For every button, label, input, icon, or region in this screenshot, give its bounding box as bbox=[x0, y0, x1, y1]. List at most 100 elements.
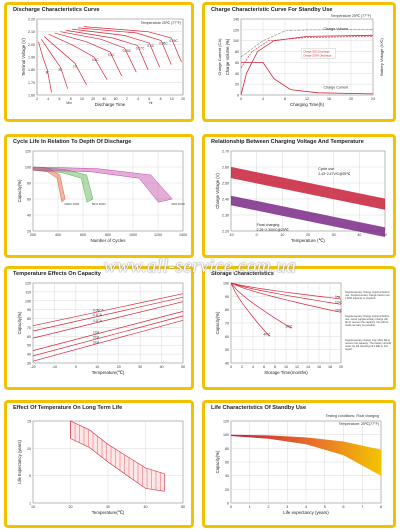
x-tick-label: 8 bbox=[274, 365, 276, 369]
panel-title: Charge Characteristic Curve For Standby … bbox=[211, 7, 333, 13]
x-tick-label: 50 bbox=[181, 505, 185, 509]
x-tick-label: 50 bbox=[181, 365, 185, 369]
y-tick-label: 100 bbox=[25, 166, 31, 170]
x-tick-label: 6 bbox=[343, 505, 345, 509]
x-tick-label: 10 bbox=[284, 365, 288, 369]
y-tick-label: 15 bbox=[27, 420, 31, 424]
series-line bbox=[32, 319, 184, 362]
y-tick-label: 20 bbox=[235, 83, 239, 87]
y-axis-label-right: Battery Voltage (V/C) bbox=[379, 38, 384, 76]
x-axis-label: Temperature(℃) bbox=[92, 370, 125, 375]
y-tick-label: 30 bbox=[27, 362, 31, 366]
x-tick-label: 5 bbox=[324, 505, 326, 509]
y-tick-label: 60 bbox=[27, 335, 31, 339]
x-tick-label: 6 bbox=[59, 97, 61, 101]
y-tick-label: 20 bbox=[225, 488, 229, 492]
panel-cycle-life: Cycle Life In Relation To Depth Of Disch… bbox=[4, 134, 194, 258]
series-label: 0.1C bbox=[147, 44, 154, 48]
series-label: 100% DOD bbox=[64, 202, 80, 206]
x-unit-label: Hr bbox=[149, 101, 153, 105]
x-tick-label: 18 bbox=[328, 365, 332, 369]
y-axis-label: Charge Volume (%) bbox=[225, 38, 230, 75]
x-tick-label: 0 bbox=[240, 97, 242, 101]
y-axis-label-2: Charge Current (CA) bbox=[217, 38, 222, 76]
panel-title: Effect Of Temperature On Long Term Life bbox=[13, 405, 123, 411]
series-label: 1C bbox=[73, 64, 78, 68]
series-line bbox=[230, 282, 342, 300]
series-line bbox=[83, 26, 182, 63]
y-tick-label: 60 bbox=[235, 61, 239, 65]
y-tick-label: 1.90 bbox=[28, 56, 35, 60]
y-tick-label: 60 bbox=[225, 335, 229, 339]
storage-note: Supplementary charge may often fail to r… bbox=[345, 339, 391, 351]
series-label: 0.1CA bbox=[93, 313, 103, 317]
panel-discharge-characteristics: Discharge Characteristics Curve 2.20 2.10… bbox=[4, 2, 194, 122]
charging-voltage-chart: 2.702.602.502.402.302.20-1001020304050Te… bbox=[215, 150, 387, 244]
x-tick-label: 3 bbox=[286, 505, 288, 509]
y-tick-label: 1.80 bbox=[28, 68, 35, 72]
y-tick-label: 100 bbox=[233, 39, 239, 43]
y-tick-label: 120 bbox=[25, 282, 31, 286]
x-tick-label: 4 bbox=[305, 505, 307, 509]
x-tick-label: 20 bbox=[69, 505, 73, 509]
series-line bbox=[32, 293, 184, 327]
y-tick-label: 60 bbox=[225, 461, 229, 465]
series-label: 2C bbox=[58, 68, 63, 72]
series-line bbox=[54, 32, 123, 77]
x-tick-label: 200 bbox=[30, 233, 36, 237]
series-label: 10℃ bbox=[335, 300, 343, 304]
x-tick-label: 0 bbox=[256, 233, 258, 237]
voltage-band bbox=[231, 166, 385, 210]
series-line bbox=[60, 31, 137, 73]
panel-title: Discharge Characteristics Curve bbox=[13, 7, 100, 13]
y-tick-label: 110 bbox=[25, 290, 31, 294]
series-line bbox=[38, 41, 52, 93]
x-axis-label: Discharge Time bbox=[95, 102, 126, 107]
series-label: 0.05CA bbox=[93, 308, 105, 312]
x-tick-label: 8 bbox=[380, 505, 382, 509]
x-unit-label: Min bbox=[66, 101, 72, 105]
panel-standby-life: Life Characteristics Of Standby Use 120 1… bbox=[202, 400, 396, 528]
x-tick-label: 20 bbox=[349, 97, 353, 101]
series-label: 20℃ bbox=[335, 308, 343, 312]
series-label: 50% DOD bbox=[92, 202, 106, 206]
y-tick-label: 80 bbox=[27, 182, 31, 186]
x-tick-label: 2 bbox=[268, 505, 270, 509]
x-tick-label: 2 bbox=[126, 97, 128, 101]
y-tick-label: 70 bbox=[225, 322, 229, 326]
x-tick-label: 7 bbox=[361, 505, 363, 509]
y-tick-label: 2.20 bbox=[28, 18, 35, 22]
x-tick-label: 4 bbox=[262, 97, 264, 101]
series-line bbox=[41, 39, 69, 89]
y-tick-label: 2.50 bbox=[222, 182, 229, 186]
y-tick-label: 40 bbox=[225, 362, 229, 366]
series-label: 0.05C bbox=[159, 42, 168, 46]
y-tick-label: 2.00 bbox=[28, 43, 35, 47]
panel-temperature-capacity: Temperature Effects On Capacity 120 110 10… bbox=[4, 266, 194, 390]
x-tick-label: 12 bbox=[295, 365, 299, 369]
series-band bbox=[32, 166, 173, 203]
x-tick-label: 16 bbox=[317, 365, 321, 369]
y-tick-label: 5 bbox=[29, 474, 31, 478]
x-tick-label: 10 bbox=[80, 97, 84, 101]
y-tick-label: 100 bbox=[223, 433, 229, 437]
x-tick-label: 1000 bbox=[129, 233, 137, 237]
x-tick-label: 30 bbox=[138, 365, 142, 369]
y-tick-label: 100 bbox=[25, 299, 31, 303]
x-tick-label: 10 bbox=[95, 365, 99, 369]
band-name: Cycle use bbox=[318, 167, 334, 171]
panel-title: Storage Characteristics bbox=[211, 271, 274, 277]
y-tick-label: 40 bbox=[27, 353, 31, 357]
y-axis-label: Capacity(%) bbox=[17, 311, 22, 334]
x-tick-label: 6 bbox=[263, 365, 265, 369]
series-label: 30℃ bbox=[286, 324, 294, 328]
plot-area bbox=[32, 282, 184, 364]
x-tick-label: 600 bbox=[80, 233, 86, 237]
panel-charging-voltage-temperature: Relationship Between Charging Voltage An… bbox=[202, 134, 396, 258]
x-tick-label: 10 bbox=[31, 505, 35, 509]
x-tick-label: -10 bbox=[228, 233, 233, 237]
y-tick-label: 10 bbox=[27, 447, 31, 451]
